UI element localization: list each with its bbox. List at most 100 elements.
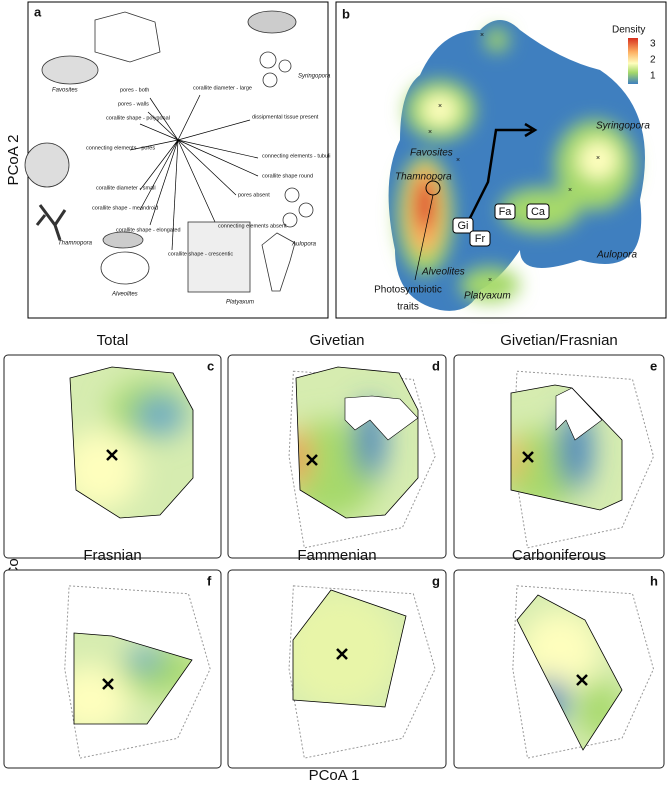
total-outline [512,585,655,759]
trajectory-arrow [464,122,538,227]
stage-box [526,203,550,220]
legend-tick: 3 [650,39,656,50]
taxon-label: Thamnopora [58,241,93,247]
legend-title: Density [612,25,645,36]
taxon-label: Alveolites [421,267,465,278]
hull [295,366,419,519]
svg-text:×: × [596,155,600,162]
panel-title: Carboniferous [512,547,606,564]
annotation: Photosymbiotic [374,285,442,296]
colorbar [628,38,638,84]
stage-label: Fa [499,206,513,218]
svg-text:×: × [488,277,492,284]
total-outline [288,585,436,759]
stage-box [494,203,516,220]
taxon-label: Platyaxum [464,291,511,302]
legend-tick: 2 [650,55,656,66]
stage-box [469,230,491,247]
svg-text:×: × [480,32,484,39]
centroid [106,449,118,461]
hull [69,366,194,519]
taxon-label: Alveolites [111,292,138,298]
panel-letter: c [207,358,214,373]
taxon-label: Thamnopora [395,172,452,183]
taxon-sketches [24,10,314,293]
legend-tick: 1 [650,71,656,82]
taxon-label: Aulopora [291,242,317,248]
svg-text:×: × [428,129,432,136]
panel-letter: g [432,573,440,588]
panel-title: Total [97,332,129,349]
trait-label: pores absent [238,192,270,198]
hull [510,384,623,511]
trait-label: corallite diameter - large [193,85,252,91]
density-fill [70,367,193,518]
density-fill [296,367,418,518]
stage-label: Ca [531,206,546,218]
trait-label: pores - both [120,87,149,93]
taxon-label: Aulopora [596,250,637,261]
y-axis-label: PCoA 2 [5,135,22,186]
trait-label: corallite shape - polygonal [106,115,170,121]
hull [73,632,193,725]
density-map: ×××× ××××× [388,20,645,311]
trait-label: connecting elements - pores [86,145,155,151]
stage-label: Fr [475,233,486,245]
density-blob [293,590,400,707]
svg-text:×: × [568,187,572,194]
panel-title: Frasnian [83,547,141,564]
panel-letter: h [650,573,658,588]
panel-title: Fammenian [297,547,376,564]
density-blob [296,428,310,488]
trait-vectors [129,94,259,251]
total-outline [64,585,211,759]
trait-label: corallite shape - meandroid [92,205,158,211]
annotation: traits [397,302,419,313]
stage-label: Gi [458,220,469,232]
empty-region [344,395,418,441]
trait-label: connecting elements absent [218,223,287,229]
svg-text:×: × [438,103,442,110]
taxon-label: Syringopora [298,74,331,80]
panel-letter: d [432,358,440,373]
density-blob [135,395,185,435]
trait-label: connecting elements - tubuli [262,153,330,159]
panel-letter: b [342,6,350,21]
trait-label: corallite shape round [262,173,313,179]
panel-letter: a [34,4,42,19]
hull [516,594,623,751]
x-axis-label: PCoA 1 [309,767,360,784]
centroid [522,451,534,463]
density-blobs [293,590,400,707]
trait-label: pores - walls [118,101,149,107]
leader-line [414,194,434,281]
trait-label: dissipmental tissue present [252,114,319,120]
density-blobs [70,380,190,510]
trait-label: corallite shape - crescentic [168,251,233,257]
stage-box [452,217,474,234]
panel-title: Givetian/Frasnian [500,332,618,349]
small-multiples: Total c Givetian d Givetian/Frasnian e Frasnia… [3,332,665,769]
centroid [306,454,318,466]
density-blob [511,438,522,482]
panel-letter: e [650,358,657,373]
panel-title: Givetian [309,332,364,349]
total-outline [288,370,436,549]
panel-letter: f [207,573,212,588]
svg-text:×: × [438,177,442,184]
density-blob [70,430,140,510]
centroid [576,674,588,686]
hull [292,589,407,708]
centroid [336,648,348,660]
taxon-label: Syringopora [596,121,650,132]
centroid [102,678,114,690]
taxon-label: Favosites [52,88,78,94]
trait-label: corallite shape - elongated [116,227,181,233]
taxon-label: Platyaxum [226,300,254,306]
trait-label: corallite diameter - small [96,185,156,191]
panel-frame [27,1,329,319]
svg-text:×: × [456,157,460,164]
density-blobs [511,410,591,510]
total-outline [512,370,655,549]
